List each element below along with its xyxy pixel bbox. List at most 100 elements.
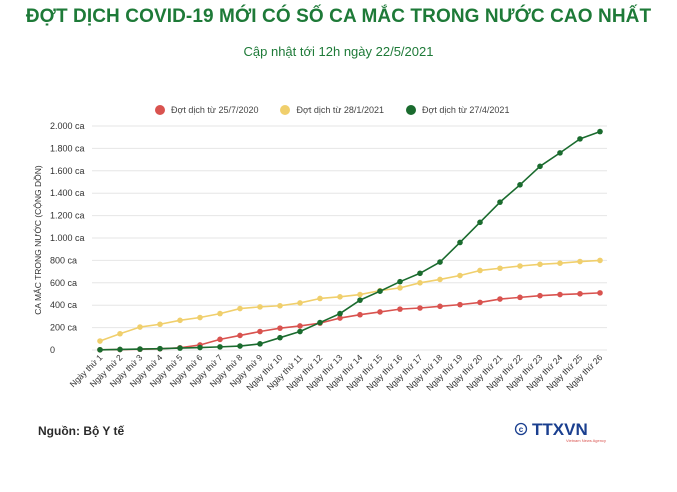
legend-label-series-2: Đợt dịch từ 28/1/2021	[296, 105, 384, 115]
data-point-series-2	[457, 272, 463, 279]
data-point-series-1	[597, 290, 603, 296]
legend-marker-series-2	[280, 105, 291, 115]
data-point-series-1	[437, 303, 443, 310]
data-point-series-2	[597, 257, 603, 264]
data-point-series-3	[297, 328, 303, 335]
data-point-series-3	[197, 344, 203, 351]
y-tick-label: 1.800 ca	[50, 143, 85, 153]
y-tick-label: 1.200 ca	[50, 211, 85, 221]
data-point-series-2	[337, 294, 343, 300]
data-point-series-2	[577, 258, 583, 265]
data-point-series-3	[277, 334, 283, 341]
series-line-3	[99, 130, 601, 351]
data-point-series-2	[157, 321, 163, 328]
data-point-series-3	[577, 136, 583, 142]
legend-marker-series-1	[155, 105, 165, 115]
legend-label-series-3: Đợt dịch từ 27/4/2021	[421, 105, 510, 115]
source-note: Nguồn: Bộ Y tế	[38, 424, 125, 438]
data-point-series-1	[257, 328, 263, 335]
data-point-series-1	[517, 294, 523, 301]
data-point-series-2	[197, 314, 203, 321]
y-tick-label: 1.600 ca	[50, 166, 85, 176]
chart-subtitle: Cập nhật tới 12h ngày 22/5/2021	[243, 44, 434, 59]
series-line-2	[99, 259, 601, 342]
data-point-series-2	[217, 310, 223, 317]
chart-title: ĐỢT DỊCH COVID-19 MỚI CÓ SỐ CA MẮC TRONG…	[25, 6, 652, 27]
ttxvn-logo: c TTXVN Vietnam News Agency	[514, 420, 606, 443]
svg-text:TTXVN: TTXVN	[532, 420, 588, 439]
data-point-series-2	[417, 280, 423, 286]
data-point-series-2	[497, 265, 503, 272]
data-point-series-3	[137, 346, 143, 352]
data-point-series-2	[317, 295, 323, 302]
data-point-series-1	[397, 306, 403, 312]
data-point-series-3	[177, 345, 183, 351]
data-point-series-3	[217, 344, 223, 350]
data-point-series-3	[457, 239, 463, 246]
data-point-series-1	[417, 305, 423, 311]
data-point-series-1	[557, 291, 563, 298]
chart-legend: Đợt dịch từ 25/7/2020 Đợt dịch từ 28/1/2…	[155, 105, 509, 115]
data-point-series-2	[437, 276, 443, 283]
data-point-series-1	[357, 311, 363, 318]
data-point-series-2	[97, 338, 103, 344]
y-tick-label: 1.400 ca	[50, 188, 85, 198]
data-point-series-3	[357, 297, 363, 303]
data-point-series-1	[477, 299, 483, 306]
legend-item-series-1: Đợt dịch từ 25/7/2020	[155, 105, 258, 115]
y-tick-label: 400 ca	[50, 300, 77, 310]
data-point-series-3	[497, 199, 503, 205]
data-point-series-2	[537, 261, 543, 268]
y-tick-label: 200 ca	[50, 323, 77, 333]
data-point-series-1	[297, 323, 303, 329]
data-point-series-3	[337, 310, 343, 317]
y-tick-label: 0	[50, 345, 55, 355]
legend-label-series-1: Đợt dịch từ 25/7/2020	[171, 105, 259, 115]
y-tick-label: 600 ca	[50, 278, 77, 288]
data-point-series-1	[237, 332, 243, 339]
data-point-series-1	[377, 309, 383, 315]
data-point-series-3	[237, 343, 243, 349]
data-point-series-3	[557, 150, 563, 156]
data-point-series-1	[497, 296, 503, 302]
data-point-series-3	[537, 163, 543, 170]
data-point-series-2	[177, 317, 183, 324]
data-point-series-1	[217, 336, 223, 343]
data-point-series-2	[297, 300, 303, 306]
data-point-series-3	[117, 346, 123, 353]
data-point-series-3	[257, 341, 263, 347]
svg-text:Vietnam News Agency: Vietnam News Agency	[566, 438, 606, 443]
data-point-series-1	[537, 292, 543, 299]
legend-marker-series-3	[405, 105, 416, 115]
data-point-series-3	[477, 219, 483, 226]
data-point-series-3	[157, 345, 163, 352]
data-point-series-2	[477, 267, 483, 274]
data-point-series-1	[277, 325, 283, 331]
line-chart: 0 200 ca 400 ca 600 ca 800 ca 1.000 ca 1.200 c…	[32, 121, 607, 393]
data-point-series-1	[337, 315, 343, 321]
data-point-series-3	[397, 278, 403, 285]
data-point-series-3	[377, 288, 383, 295]
y-tick-label: 2.000 ca	[50, 121, 85, 131]
y-axis-label: CA MẮC TRONG NƯỚC (CỘNG DỒN)	[32, 165, 43, 315]
data-point-series-2	[517, 263, 523, 269]
data-point-series-3	[97, 346, 103, 353]
data-point-series-2	[137, 324, 143, 330]
y-tick-label: 1.000 ca	[50, 233, 85, 243]
y-tick-label: 800 ca	[50, 255, 77, 265]
legend-item-series-3: Đợt dịch từ 27/4/2021	[405, 105, 510, 115]
data-point-series-2	[117, 330, 123, 337]
data-point-series-3	[517, 182, 523, 188]
data-point-series-2	[277, 302, 283, 309]
data-point-series-1	[577, 290, 583, 297]
data-point-series-2	[357, 291, 363, 298]
data-point-series-2	[557, 260, 563, 267]
data-point-series-3	[437, 259, 443, 265]
data-point-series-3	[317, 319, 323, 326]
data-point-series-3	[597, 128, 603, 135]
data-point-series-1	[457, 301, 463, 308]
legend-item-series-2: Đợt dịch từ 28/1/2021	[280, 105, 384, 115]
data-point-series-2	[397, 285, 403, 291]
data-point-series-2	[237, 305, 243, 312]
data-point-series-2	[257, 304, 263, 310]
